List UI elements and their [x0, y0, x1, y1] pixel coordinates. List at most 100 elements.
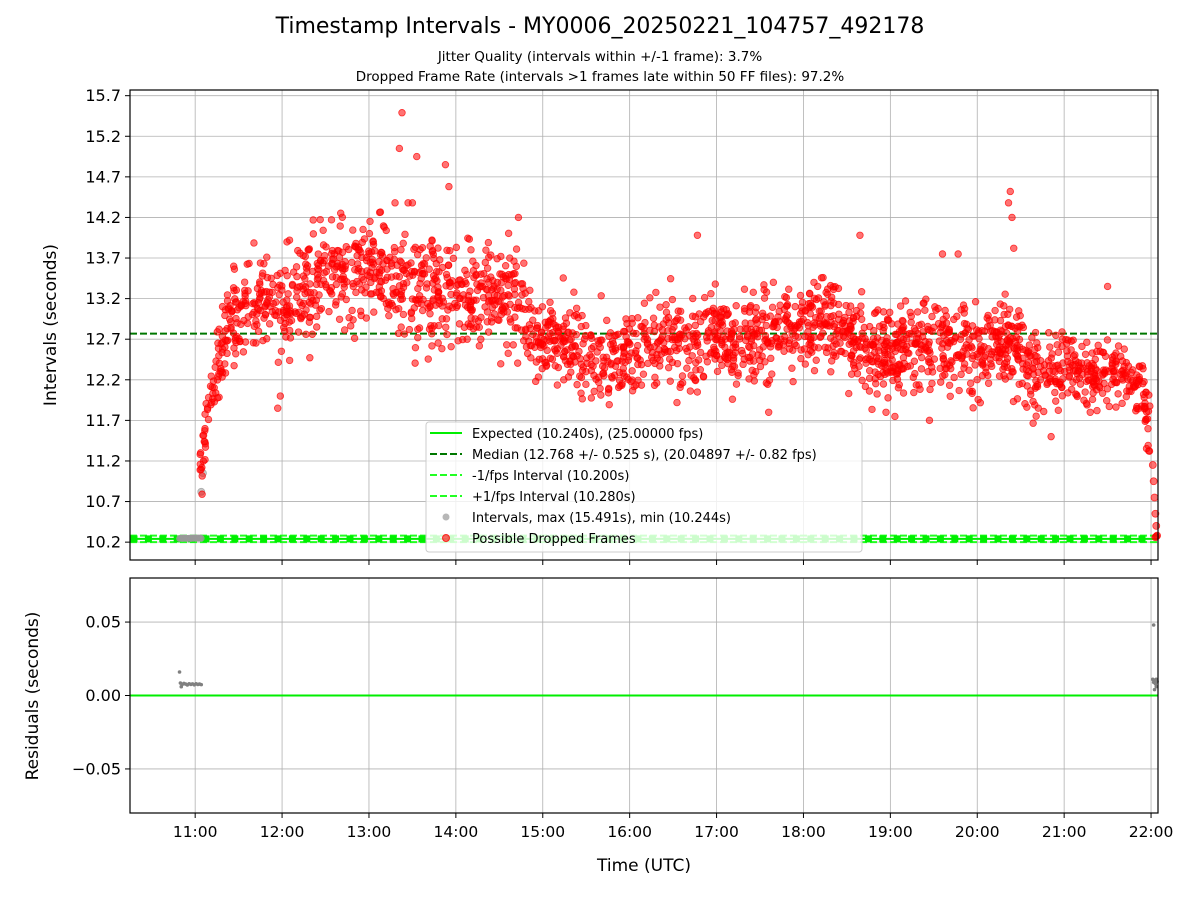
expected-marker	[231, 535, 239, 543]
dropped-frame-point	[538, 340, 547, 349]
dropped-frame-point	[942, 312, 950, 320]
dropped-frame-point	[280, 323, 288, 332]
dropped-frame-point	[740, 285, 749, 293]
dropped-frame-point	[207, 372, 215, 380]
expected-marker	[951, 535, 959, 543]
dropped-frame-point	[762, 321, 770, 330]
dropped-frame-point	[718, 340, 726, 349]
dropped-frame-point	[345, 314, 353, 322]
dropped-frame-point	[950, 373, 958, 382]
dropped-frame-point	[785, 345, 794, 353]
dropped-frame-point	[1151, 533, 1160, 542]
dropped-frame-point	[483, 308, 492, 316]
dropped-frame-point	[1133, 376, 1141, 385]
dropped-frame-point	[691, 321, 700, 330]
dropped-frame-point	[434, 293, 442, 301]
dropped-frame-point	[1043, 379, 1052, 387]
top-y-tick-label: 11.7	[85, 411, 121, 430]
dropped-frame-point	[1031, 345, 1039, 354]
dropped-frame-point	[467, 307, 476, 315]
bottom-x-tick-label: 19:00	[868, 823, 913, 841]
dropped-frame-point	[411, 359, 419, 367]
dropped-frame-point	[269, 280, 277, 289]
dropped-frame-point	[925, 338, 933, 346]
dropped-frame-point	[236, 337, 244, 346]
dropped-frame-point	[847, 351, 856, 359]
dropped-frame-point	[683, 364, 691, 372]
dropped-frame-point	[845, 308, 853, 317]
dropped-frame-point	[704, 307, 713, 316]
legend-box	[425, 421, 863, 553]
dropped-frame-point	[337, 209, 345, 217]
dropped-frame-point	[225, 304, 233, 312]
dropped-frame-point	[676, 307, 685, 316]
dropped-frame-point	[1015, 380, 1023, 388]
dropped-frame-point	[553, 381, 562, 389]
dropped-frame-point	[752, 367, 760, 376]
dropped-frame-point	[463, 335, 471, 343]
dropped-frame-point	[332, 298, 340, 306]
dropped-frame-point	[490, 310, 499, 318]
dropped-frame-point	[201, 455, 209, 464]
dropped-frame-point	[771, 318, 780, 326]
dropped-frame-point	[752, 315, 761, 323]
dropped-frame-point	[973, 376, 981, 384]
dropped-frame-point	[620, 343, 628, 351]
dropped-frame-point	[655, 323, 663, 331]
dropped-frame-point	[841, 349, 849, 358]
dropped-frame-point	[387, 259, 396, 267]
dropped-frame-point	[230, 344, 238, 352]
dropped-frame-point	[602, 353, 611, 362]
dropped-frame-point	[1054, 348, 1063, 356]
dropped-frame-point	[918, 353, 926, 362]
dropped-frame-point	[589, 342, 598, 351]
dropped-frame-point	[1067, 385, 1076, 394]
dropped-frame-point	[1067, 346, 1075, 354]
dropped-frame-point	[1072, 375, 1081, 384]
dropped-frame-point	[435, 268, 443, 276]
dropped-frame-point	[926, 385, 934, 394]
dropped-frame-point	[822, 312, 831, 321]
dropped-frame-point	[937, 378, 945, 386]
dropped-frame-point	[955, 386, 963, 395]
interval-point	[197, 534, 205, 542]
intervals-axis-label: Intervals (seconds)	[41, 244, 61, 406]
dropped-frame-point	[974, 353, 982, 361]
dropped-frame-point	[496, 297, 504, 305]
dropped-frame-point	[1077, 359, 1086, 367]
dropped-frame-point	[604, 385, 613, 394]
dropped-frame-point	[327, 216, 336, 224]
dropped-frame-point	[397, 323, 405, 331]
dropped-frame-point	[265, 320, 274, 328]
dropped-frame-point	[797, 303, 806, 311]
dropped-frame-point	[411, 343, 420, 352]
dropped-frame-point	[728, 395, 737, 403]
dropped-frame-point	[576, 372, 584, 380]
dropped-frame-point	[534, 307, 543, 315]
dropped-frame-point	[686, 387, 695, 395]
dropped-frame-point	[628, 367, 636, 375]
dropped-frame-point	[868, 405, 876, 414]
dropped-frame-point	[606, 340, 615, 349]
dropped-frame-point	[623, 319, 631, 328]
expected-marker	[1080, 535, 1088, 543]
top-y-tick-label: 15.7	[85, 86, 121, 105]
dropped-frame-point	[407, 308, 416, 316]
dropped-frame-point	[684, 323, 693, 331]
dropped-frame-point	[1120, 345, 1128, 353]
dropped-frame-point	[791, 322, 799, 330]
dropped-frame-point	[905, 349, 913, 358]
legend-plus-fps: +1/fps Interval (10.280s)	[472, 490, 636, 505]
dropped-frame-point	[306, 280, 314, 288]
dropped-frame-point	[634, 314, 642, 322]
dropped-frame-point	[978, 357, 987, 365]
dropped-frame-point	[1150, 493, 1159, 502]
dropped-frame-point	[410, 268, 419, 276]
dropped-frame-point	[485, 253, 493, 261]
top-y-tick-label: 11.2	[85, 451, 121, 470]
bottom-y-tick-label: 0.00	[85, 686, 121, 705]
dropped-frame-point	[426, 310, 434, 318]
dropped-frame-point	[692, 366, 700, 374]
dropped-frame-point	[945, 381, 954, 390]
dropped-frame-point	[359, 225, 367, 234]
